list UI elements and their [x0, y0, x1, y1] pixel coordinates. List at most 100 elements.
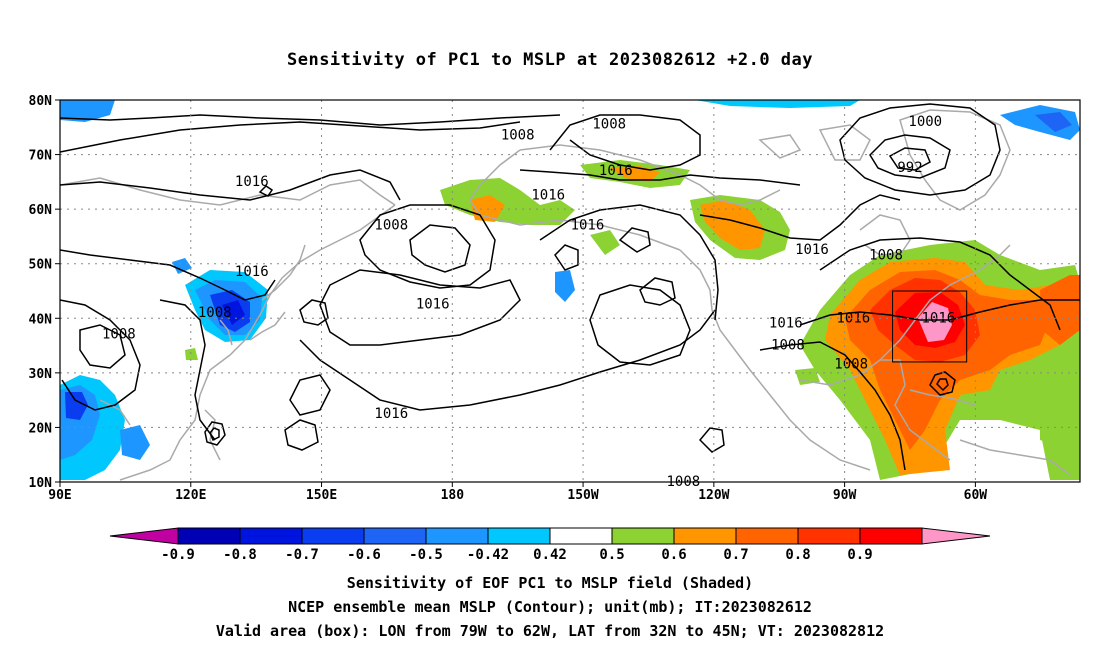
coast-hudson [859, 214, 911, 256]
shade-canada-orange [700, 200, 765, 250]
contour-1016-pac-east [539, 204, 719, 321]
contour-1016-atlantic [799, 299, 1080, 326]
contour-1008-bering [549, 114, 701, 171]
colorbar-end-left [109, 527, 179, 545]
coast-japan [249, 244, 306, 341]
contour-small-6 [258, 185, 274, 197]
contour-label: 1016 [235, 174, 269, 190]
coast-arctic-islands [758, 124, 871, 161]
contour-label: 1008 [592, 117, 626, 133]
contour-1008-se-asia [159, 299, 216, 441]
colorbar-segment [735, 527, 799, 545]
shade-right-edge-orange [1040, 275, 1080, 345]
colorbar-label: -0.9 [161, 547, 195, 563]
contour-1008-india [60, 299, 141, 411]
shade-sea-cyan-1 [172, 258, 192, 274]
contour-label: 1016 [795, 242, 829, 258]
contour-1016-canada [699, 194, 901, 241]
coast-asia-north [60, 177, 396, 206]
shade-small-green-1 [1040, 420, 1070, 445]
contour-label: 1016 [531, 188, 565, 204]
contour-small-1 [299, 299, 329, 326]
contour-hurricane [929, 371, 956, 396]
lon-label: 120E [175, 488, 206, 503]
contour-1016-pacific-high [319, 269, 521, 346]
coast-philippines [204, 409, 221, 461]
colorbar-segment [549, 527, 613, 545]
shade-japan-core [222, 300, 245, 325]
colorbar-segment [673, 527, 737, 545]
colorbar-label: 0.42 [533, 547, 567, 563]
contour-992-inner [888, 147, 931, 171]
contour-label: 1016 [599, 163, 633, 179]
lon-label: 90E [48, 488, 71, 503]
shade-arctic-blue-right [1035, 112, 1072, 132]
colorbar: -0.9 -0.8 -0.7 -0.6 -0.5 -0.42 0.42 0.5 0.6 0.7 0.… [109, 527, 991, 563]
contour-label: 1016 [571, 218, 605, 234]
contour-small-2 [554, 244, 579, 271]
colorbar-label: 0.9 [847, 547, 872, 563]
valid-area-box [892, 290, 968, 363]
lat-label: 20N [29, 421, 53, 436]
lat-label: 60N [29, 203, 53, 218]
coast-alaska-west [469, 149, 681, 251]
contour-label: 1008 [869, 248, 903, 264]
lon-label: 120W [698, 488, 729, 503]
coast-asia-east [179, 204, 396, 441]
lon-label: 90W [833, 488, 857, 503]
shade-atlantic-peak [918, 302, 952, 342]
contour-label: 1008 [374, 218, 408, 234]
coast-na-west [679, 249, 871, 471]
contour-label: 1016 [836, 310, 870, 326]
colorbar-segment [425, 527, 489, 545]
colorbar-label: 0.6 [661, 547, 686, 563]
colorbar-label: 0.7 [723, 547, 748, 563]
caption-line-3: Valid area (box): LON from 79W to 62W, L… [215, 622, 885, 640]
colorbar-segment [301, 527, 365, 545]
lat-label: 80N [29, 94, 53, 109]
coast-korea [219, 319, 233, 346]
colorbar-label: -0.8 [223, 547, 257, 563]
graticule [60, 100, 1080, 482]
caption-line-1: Sensitivity of EOF PC1 to MSLP field (Sh… [346, 574, 754, 592]
lon-label: 60W [964, 488, 988, 503]
contour-1016-wpac [289, 374, 331, 416]
colorbar-label: 0.8 [785, 547, 810, 563]
contour-label: 1008 [102, 327, 136, 343]
contour-1016-asia-2 [60, 249, 276, 301]
contour-label: 1016 [769, 316, 803, 332]
contour-small-3 [618, 227, 651, 253]
shade-scs-cyan [120, 425, 150, 460]
colorbar-label: -0.42 [467, 547, 509, 563]
contour-1008-gulf [759, 341, 906, 471]
colorbar-segment [363, 527, 427, 545]
contour-small-5 [698, 427, 725, 453]
colorbar-label: -0.7 [285, 547, 319, 563]
lat-label: 50N [29, 258, 53, 273]
coast-south-america [959, 439, 1071, 476]
contour-1016-pacific-south [299, 309, 716, 411]
colorbar-segment [177, 527, 241, 545]
contour-1008-north-2 [60, 114, 561, 126]
lon-label: 180 [441, 488, 465, 503]
colorbar-segment [797, 527, 861, 545]
contour-label: 1016 [921, 310, 955, 326]
axis-labels: 90E 120E 150E 180 150W 120W 90W 60W 80N 70N 60N 50N… [29, 94, 988, 503]
coast-sea-asia [99, 399, 181, 481]
contour-1008-aleutian-inner [409, 224, 471, 273]
shade-bob-dark [65, 392, 88, 420]
lon-label: 150E [306, 488, 337, 503]
contour-label: 1016 [235, 264, 269, 280]
contour-1008-tibet [79, 324, 126, 369]
contour-label: 1008 [501, 127, 535, 143]
shade-arctic-cyan-mid [695, 100, 860, 108]
contour-typhoon [204, 421, 226, 446]
shade-pacific-cyan [555, 270, 575, 302]
colorbar-segment [611, 527, 675, 545]
contour-label: 1016 [374, 406, 408, 422]
colorbar-segment [487, 527, 551, 545]
lat-label: 10N [29, 476, 53, 491]
colorbar-segment [859, 527, 923, 545]
coast-caribbean [909, 389, 976, 406]
colorbar-label: -0.6 [347, 547, 381, 563]
